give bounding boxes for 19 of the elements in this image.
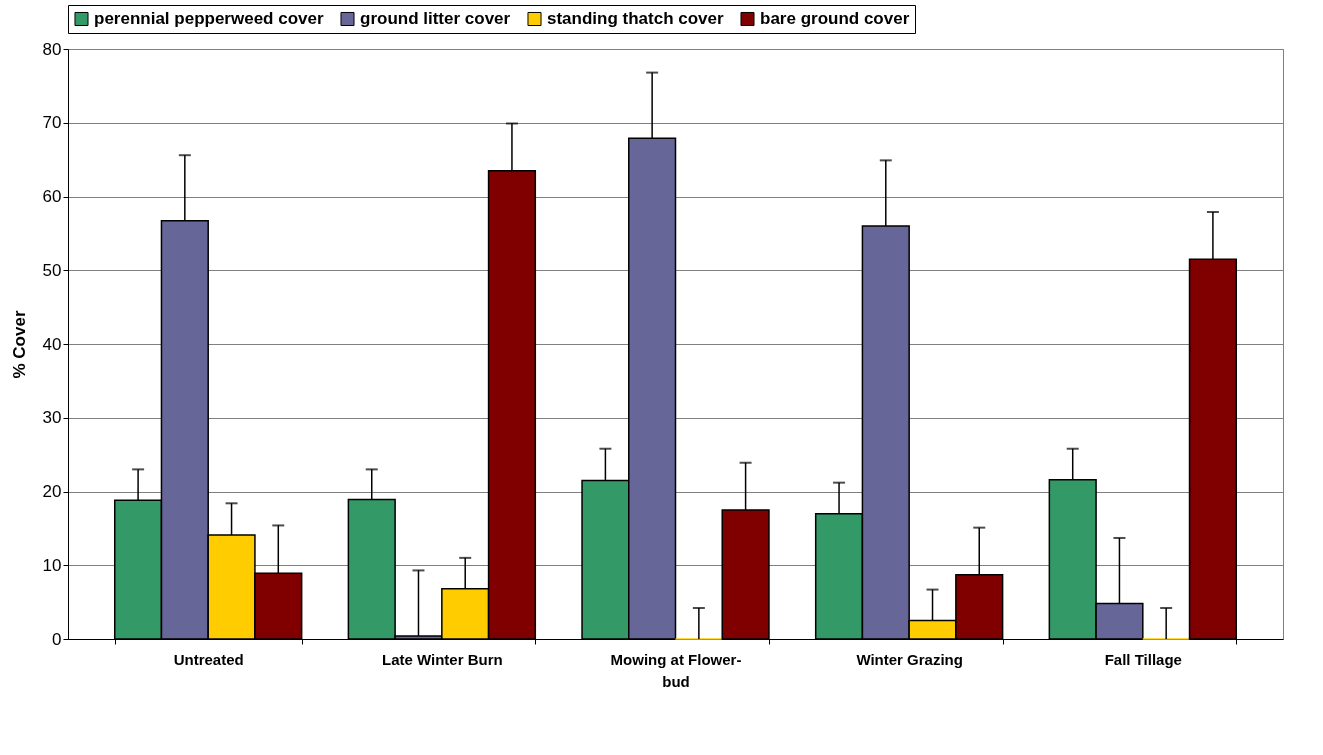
y-tick-label: 30 — [42, 408, 62, 428]
x-tick-label: Untreated — [173, 650, 244, 668]
y-tick-label: 60 — [42, 187, 62, 206]
x-tick-label: Winter Grazing — [856, 650, 963, 668]
y-tick-label: 20 — [42, 482, 62, 501]
legend-label: perennial pepperweed cover — [94, 8, 324, 28]
y-tick-label: 0 — [52, 629, 62, 649]
y-axis-title: % Cover — [9, 310, 29, 379]
x-tick-label: Late Winter Burn — [381, 650, 503, 668]
legend-label: bare ground cover — [760, 8, 910, 28]
y-tick-label: 40 — [42, 334, 62, 354]
legend-label: ground litter cover — [360, 8, 511, 28]
x-tick-label: Fall Tillage — [1104, 650, 1182, 668]
y-tick-label: 80 — [42, 39, 62, 59]
y-tick-label: 10 — [42, 555, 62, 575]
y-tick-label: 70 — [42, 113, 62, 133]
y-tick-label: 50 — [42, 260, 62, 280]
x-tick-label: Mowing at Flower-bud — [610, 650, 742, 690]
legend-label: standing thatch cover — [547, 8, 725, 28]
